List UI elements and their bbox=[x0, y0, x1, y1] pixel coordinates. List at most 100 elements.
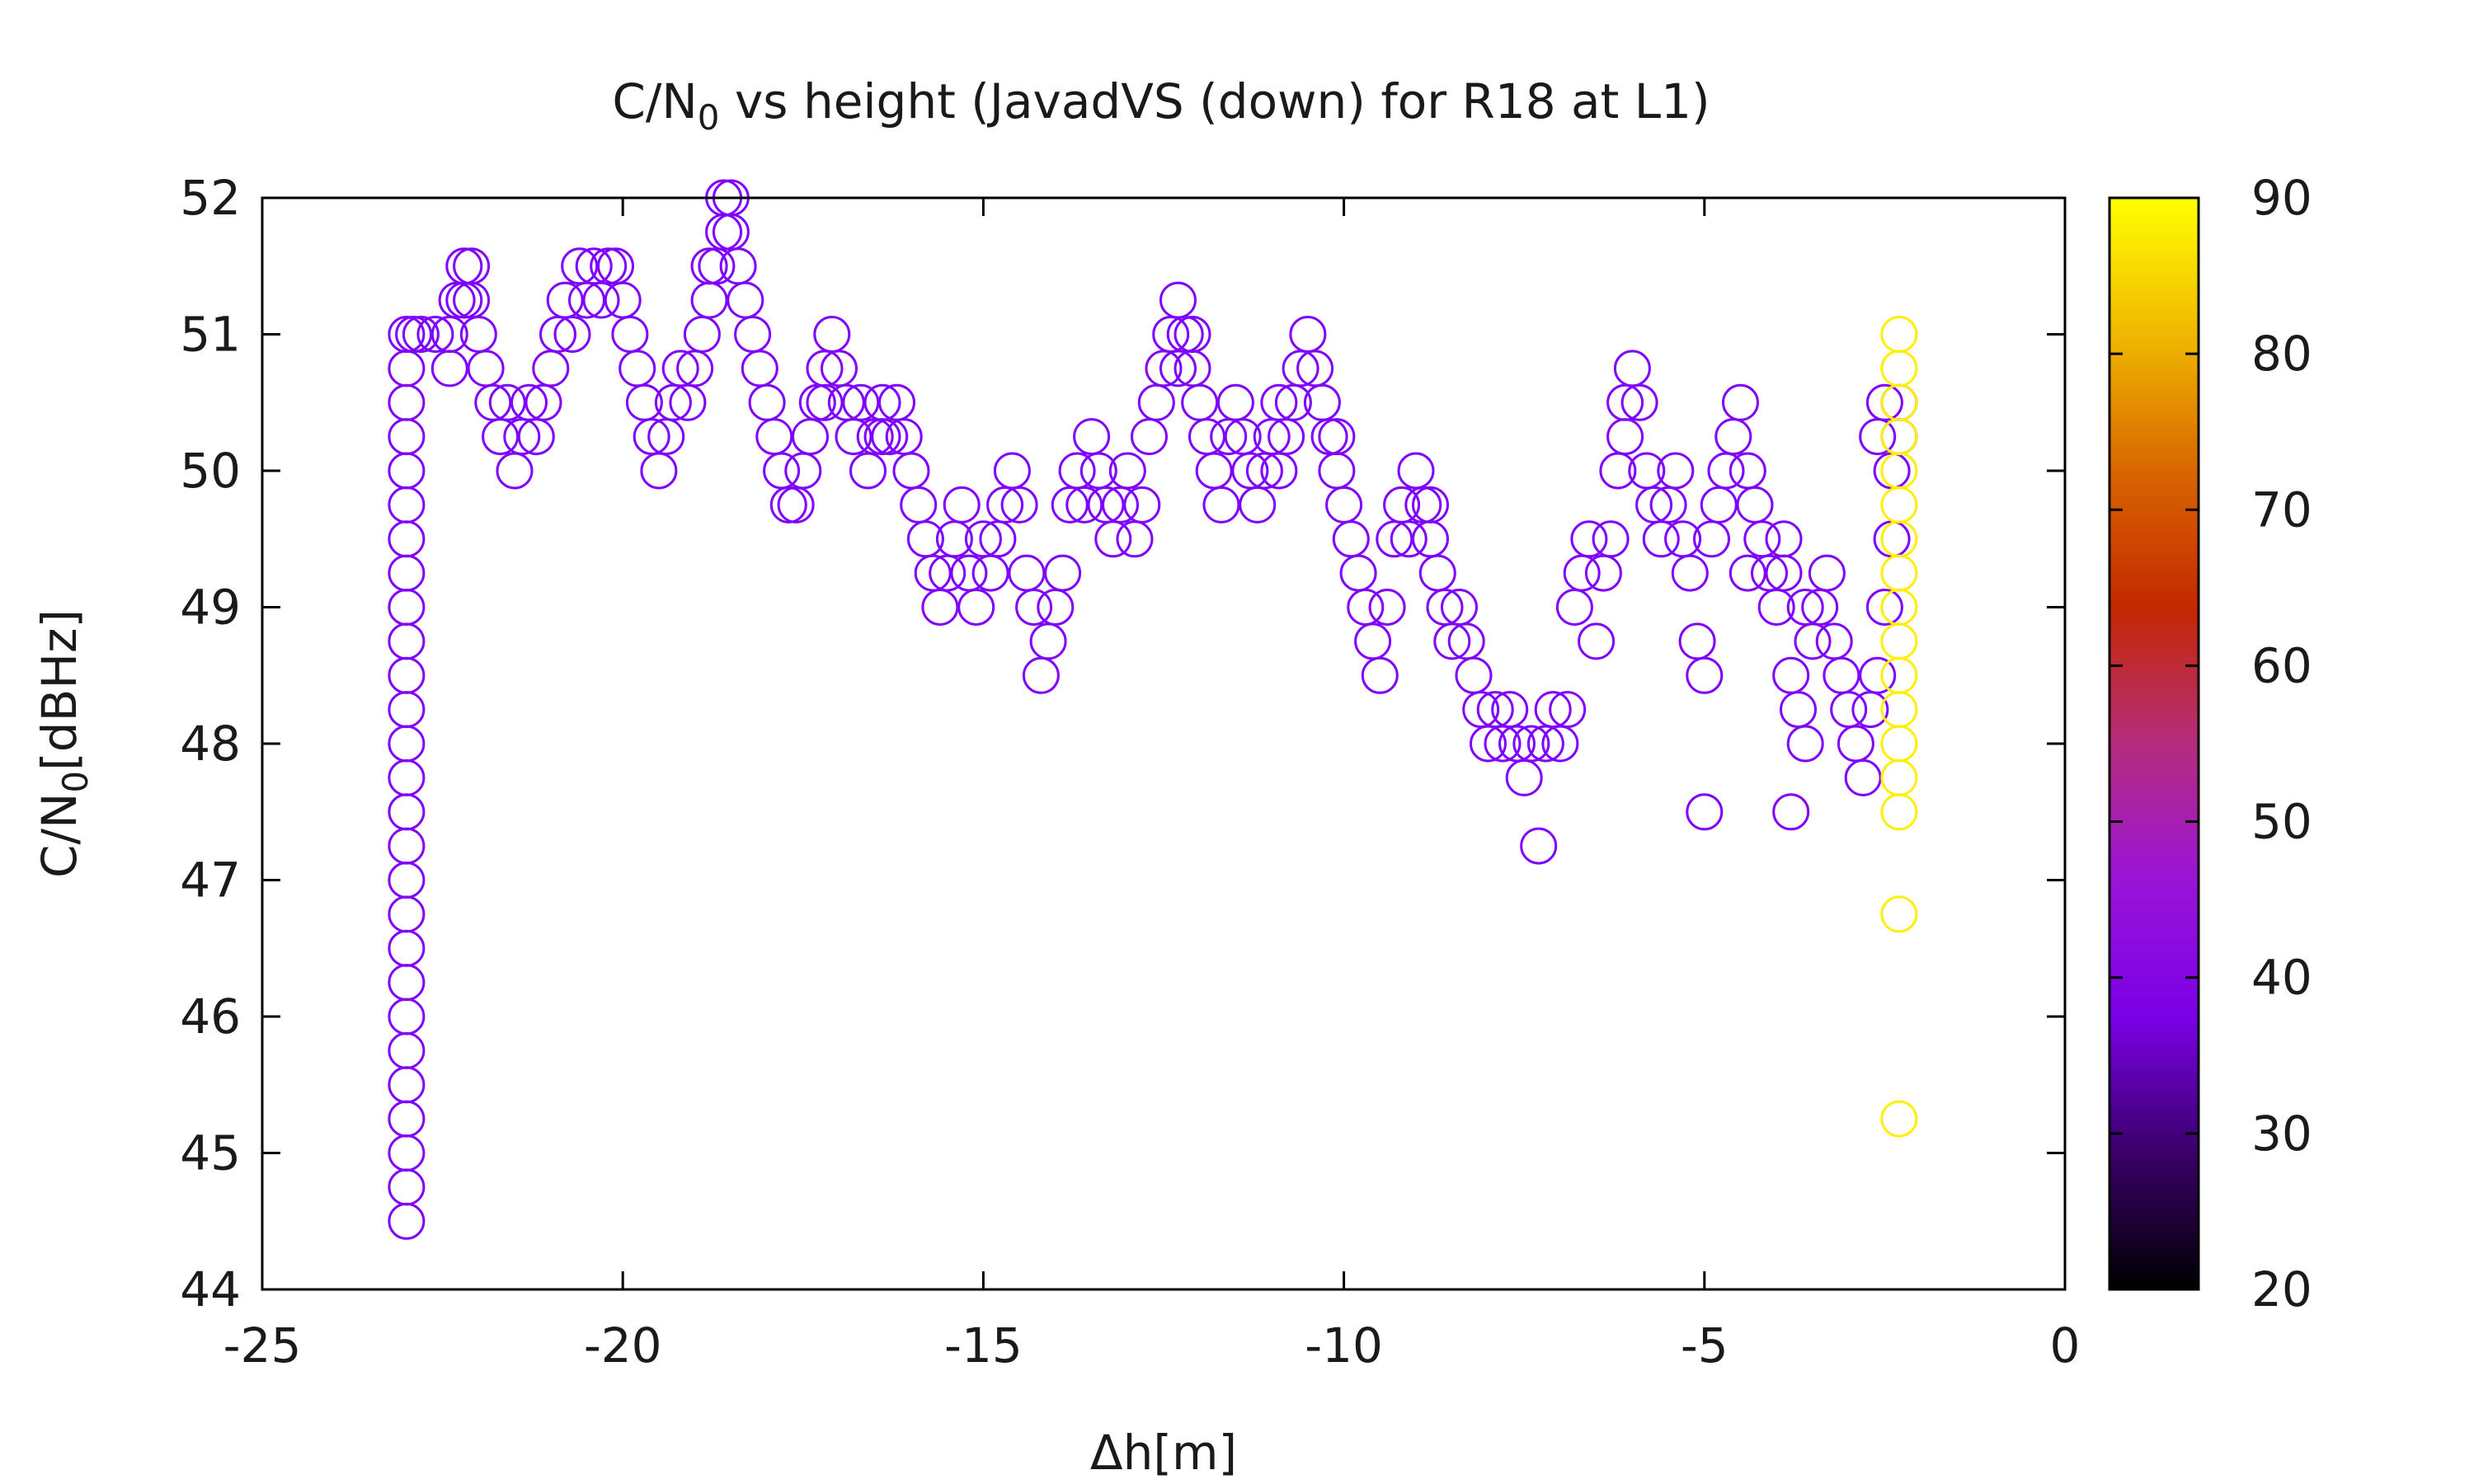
data-point bbox=[914, 554, 952, 592]
data-point bbox=[1686, 793, 1724, 831]
data-point bbox=[1534, 691, 1572, 729]
data-point bbox=[1635, 486, 1673, 524]
data-point bbox=[438, 281, 476, 319]
x-tick-label: -20 bbox=[584, 1317, 662, 1374]
data-point bbox=[1441, 589, 1478, 626]
chart-title: C/N0 vs height (JavadVS (down) for R18 a… bbox=[612, 73, 1710, 138]
data-point bbox=[1880, 418, 1918, 456]
data-point bbox=[1037, 589, 1075, 626]
data-point bbox=[1736, 486, 1774, 524]
colorbar-tick-label: 20 bbox=[2251, 1261, 2312, 1317]
data-point bbox=[1390, 520, 1427, 558]
data-point bbox=[1102, 486, 1139, 524]
data-point bbox=[590, 247, 628, 285]
data-point bbox=[1865, 589, 1903, 626]
data-point bbox=[1166, 316, 1204, 353]
data-point bbox=[1823, 656, 1860, 694]
data-point bbox=[388, 691, 426, 729]
data-point bbox=[1880, 725, 1918, 763]
data-point bbox=[957, 589, 995, 626]
data-point bbox=[1765, 520, 1803, 558]
colorbar-tick-label: 30 bbox=[2251, 1106, 2312, 1162]
data-point bbox=[1880, 452, 1918, 490]
data-point bbox=[863, 418, 901, 456]
data-point bbox=[1029, 622, 1067, 660]
data-point bbox=[1844, 758, 1882, 796]
data-point bbox=[1426, 589, 1464, 626]
data-point bbox=[1188, 418, 1225, 456]
data-point bbox=[1418, 554, 1456, 592]
data-point bbox=[1880, 589, 1918, 626]
data-point bbox=[1880, 656, 1918, 694]
data-point bbox=[1880, 316, 1918, 353]
y-tick-label: 48 bbox=[180, 716, 241, 772]
data-point bbox=[1815, 622, 1853, 660]
data-point bbox=[1873, 520, 1911, 558]
data-point bbox=[1808, 554, 1846, 592]
data-point bbox=[1578, 622, 1616, 660]
data-point bbox=[1455, 656, 1493, 694]
data-point bbox=[1642, 520, 1680, 558]
data-point bbox=[1880, 793, 1918, 831]
data-point bbox=[1512, 725, 1550, 763]
data-point bbox=[1181, 383, 1219, 421]
data-point bbox=[1476, 691, 1514, 729]
data-point bbox=[1195, 452, 1233, 490]
data-point bbox=[929, 554, 967, 592]
data-point bbox=[1620, 383, 1658, 421]
data-point bbox=[388, 622, 426, 660]
data-point bbox=[388, 520, 426, 558]
data-point bbox=[1801, 589, 1839, 626]
data-point bbox=[1022, 656, 1060, 694]
data-point bbox=[388, 1100, 426, 1138]
data-point bbox=[1606, 383, 1644, 421]
data-point bbox=[1044, 554, 1082, 592]
data-point bbox=[1830, 691, 1868, 729]
data-point bbox=[1880, 520, 1918, 558]
data-point bbox=[618, 350, 656, 387]
y-tick-label: 47 bbox=[180, 852, 241, 909]
data-point bbox=[1073, 418, 1111, 456]
x-axis: -25 -20 -15 -10 -5 0 bbox=[223, 198, 2080, 1374]
data-point bbox=[510, 383, 548, 421]
data-point bbox=[842, 383, 880, 421]
data-point bbox=[1347, 589, 1385, 626]
data-point bbox=[388, 1134, 426, 1172]
data-point bbox=[388, 350, 426, 387]
y-tick-label: 49 bbox=[180, 580, 241, 636]
data-point bbox=[1751, 554, 1788, 592]
data-point bbox=[388, 827, 426, 865]
data-point bbox=[388, 383, 426, 421]
y-tick-label: 50 bbox=[180, 443, 241, 499]
data-point bbox=[388, 725, 426, 763]
data-point bbox=[1361, 656, 1399, 694]
colorbar-frame bbox=[2108, 196, 2200, 1291]
data-point bbox=[553, 316, 591, 353]
data-point bbox=[539, 316, 576, 353]
data-point bbox=[1765, 554, 1803, 592]
plot-area bbox=[388, 179, 1918, 1240]
data-point bbox=[1239, 486, 1277, 524]
data-point bbox=[1786, 725, 1824, 763]
data-point bbox=[792, 418, 829, 456]
data-point bbox=[1859, 656, 1897, 694]
data-point bbox=[575, 247, 613, 285]
data-point bbox=[900, 486, 938, 524]
data-point bbox=[892, 452, 930, 490]
data-point bbox=[1376, 520, 1413, 558]
data-point bbox=[1216, 383, 1254, 421]
data-point bbox=[1520, 827, 1558, 865]
data-point bbox=[388, 1202, 426, 1240]
data-point bbox=[1743, 520, 1781, 558]
data-point bbox=[1880, 1100, 1918, 1138]
data-point bbox=[388, 486, 426, 524]
x-axis-label: Δh[m] bbox=[1090, 1425, 1237, 1481]
data-point bbox=[388, 589, 426, 626]
data-point bbox=[1505, 758, 1543, 796]
data-point bbox=[727, 281, 764, 319]
data-point bbox=[1116, 520, 1154, 558]
plot-frame bbox=[261, 196, 2067, 1291]
data-point bbox=[1260, 383, 1298, 421]
data-point bbox=[1570, 520, 1608, 558]
